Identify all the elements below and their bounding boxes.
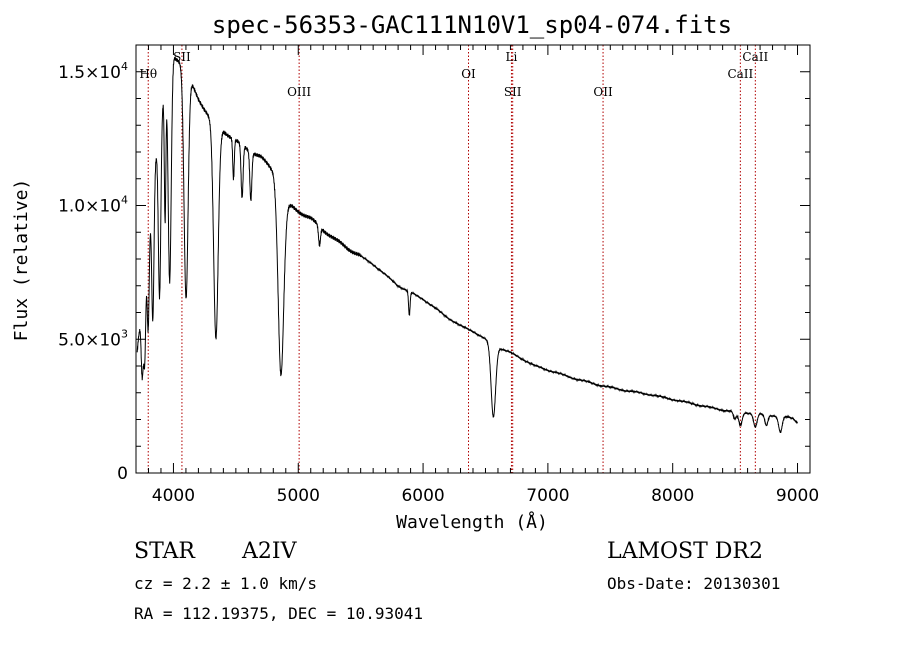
coordinates-readout: RA = 112.19375, DEC = 10.93041 <box>134 604 423 623</box>
y-axis-label: Flux (relative) <box>11 179 32 342</box>
reference-line-label: SII <box>173 50 191 64</box>
object-type: STAR <box>134 539 195 564</box>
y-tick-label: 1.5×104 <box>58 60 128 83</box>
y-axis-ticks: 0 5.0×103 1.0×104 1.5×104 <box>58 44 810 484</box>
x-tick-label: 7000 <box>526 486 569 506</box>
x-tick-label: 9000 <box>776 486 819 506</box>
y-tick-label: 5.0×103 <box>58 327 128 350</box>
observation-date: Obs-Date: 20130301 <box>607 574 781 593</box>
y-tick-label: 0 <box>117 464 128 484</box>
reference-line-label: Hθ <box>139 67 157 81</box>
x-tick-label: 6000 <box>401 486 444 506</box>
x-tick-label: 5000 <box>277 486 320 506</box>
reference-line-label: CaII <box>742 50 768 64</box>
x-tick-label: 8000 <box>651 486 694 506</box>
chart-title: spec-56353-GAC111N10V1_sp04-074.fits <box>212 11 732 39</box>
object-subclass: A2IV <box>242 539 297 564</box>
reference-line-label: OII <box>593 85 613 99</box>
survey-name: LAMOST DR2 <box>607 539 763 564</box>
redshift-readout: cz = 2.2 ± 1.0 km/s <box>134 574 318 593</box>
spectrum-layer <box>136 56 798 434</box>
reference-line-label: OIII <box>287 85 311 99</box>
reference-line-label: OI <box>461 67 476 81</box>
reference-line-label: SII <box>504 85 522 99</box>
reference-line-label: Li <box>506 50 518 64</box>
reference-lines: Hθ SII OIII OI Li SII OII CaII CaII <box>139 45 768 473</box>
reference-line-label: CaII <box>727 67 753 81</box>
x-axis-label: Wavelength (Å) <box>396 511 548 533</box>
x-tick-label: 4000 <box>152 486 195 506</box>
plot-frame <box>135 44 811 474</box>
y-tick-label: 1.0×104 <box>58 194 128 217</box>
x-axis-ticks: 4000 5000 6000 7000 8000 9000 <box>147 45 819 506</box>
spectrum-line <box>136 56 798 434</box>
